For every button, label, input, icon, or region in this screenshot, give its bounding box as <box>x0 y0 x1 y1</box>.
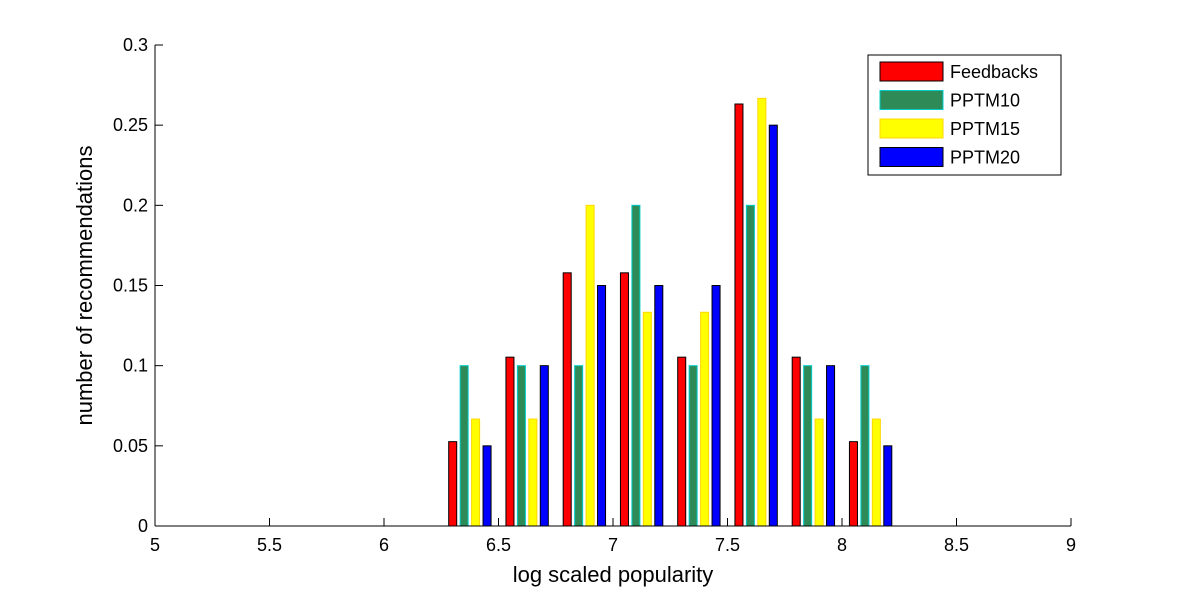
x-tick-label: 8.5 <box>944 535 969 555</box>
y-tick-label: 0.25 <box>113 115 148 135</box>
bar-pptm15-8 <box>642 311 652 527</box>
bar-pptm20-10 <box>768 124 778 527</box>
bar-pptm10-5 <box>459 365 469 527</box>
x-tick-label: 8 <box>837 535 847 555</box>
legend-swatch-pptm15 <box>879 118 944 139</box>
y-tick-label: 0 <box>138 516 148 536</box>
bar-feedbacks-5 <box>448 441 458 527</box>
legend: Feedbacks PPTM10 PPTM15 PPTM20 <box>867 54 1062 176</box>
bar-pptm20-8 <box>654 285 664 527</box>
bar-pptm15-10 <box>757 97 767 527</box>
bar-pptm10-11 <box>803 365 813 527</box>
bar-pptm10-10 <box>745 204 755 527</box>
legend-swatch-pptm10 <box>879 90 944 110</box>
bar-feedbacks-9 <box>677 356 687 527</box>
x-tick-label: 7 <box>608 535 618 555</box>
x-tick-label: 6 <box>379 535 389 555</box>
axes-group: 5 5.5 6 6.5 7 7.5 8 8.5 9 0 0.05 0.1 0.15 0.2 0.25 0.3 <box>113 35 1076 555</box>
legend-label-feedbacks: Feedbacks <box>950 62 1038 82</box>
bar-pptm15-7 <box>585 204 595 527</box>
bar-feedbacks-7 <box>562 272 572 527</box>
y-tick-label: 0.15 <box>113 276 148 296</box>
x-tick-label: 7.5 <box>715 535 740 555</box>
y-tick-label: 0.1 <box>123 356 148 376</box>
legend-label-pptm15: PPTM15 <box>950 119 1020 139</box>
bar-pptm15-12 <box>871 418 881 527</box>
bar-pptm10-6 <box>516 365 526 527</box>
bar-pptm10-9 <box>688 365 698 527</box>
bar-pptm20-5 <box>482 445 492 527</box>
bar-pptm10-12 <box>860 365 870 527</box>
bar-pptm20-7 <box>597 285 607 527</box>
x-tick-label: 9 <box>1066 535 1076 555</box>
bar-pptm10-8 <box>631 204 641 527</box>
bars-group <box>448 97 893 527</box>
y-axis-label: number of recommendations <box>72 145 97 425</box>
bar-pptm15-6 <box>528 418 538 527</box>
bar-pptm20-12 <box>883 445 893 527</box>
y-tick-label: 0.2 <box>123 195 148 215</box>
y-tick-label: 0.3 <box>123 35 148 55</box>
bar-pptm15-9 <box>700 311 710 527</box>
bar-feedbacks-10 <box>734 103 744 527</box>
x-axis-label: log scaled popularity <box>513 562 714 587</box>
bar-pptm20-6 <box>539 365 549 527</box>
bar-feedbacks-8 <box>619 272 629 527</box>
x-tick-label: 6.5 <box>486 535 511 555</box>
bar-feedbacks-11 <box>791 356 801 527</box>
legend-swatch-pptm20 <box>879 147 944 167</box>
x-tick-label: 5 <box>150 535 160 555</box>
bar-pptm15-11 <box>814 418 824 527</box>
x-tick-label: 5.5 <box>257 535 282 555</box>
bar-feedbacks-12 <box>848 441 858 527</box>
bar-pptm20-11 <box>826 365 836 527</box>
legend-swatch-feedbacks <box>879 61 944 82</box>
bar-pptm10-7 <box>574 365 584 527</box>
bar-pptm15-5 <box>471 418 481 527</box>
bar-feedbacks-6 <box>505 356 515 527</box>
legend-label-pptm20: PPTM20 <box>950 148 1020 168</box>
legend-label-pptm10: PPTM10 <box>950 91 1020 111</box>
bar-pptm20-9 <box>711 285 721 527</box>
y-tick-label: 0.05 <box>113 436 148 456</box>
